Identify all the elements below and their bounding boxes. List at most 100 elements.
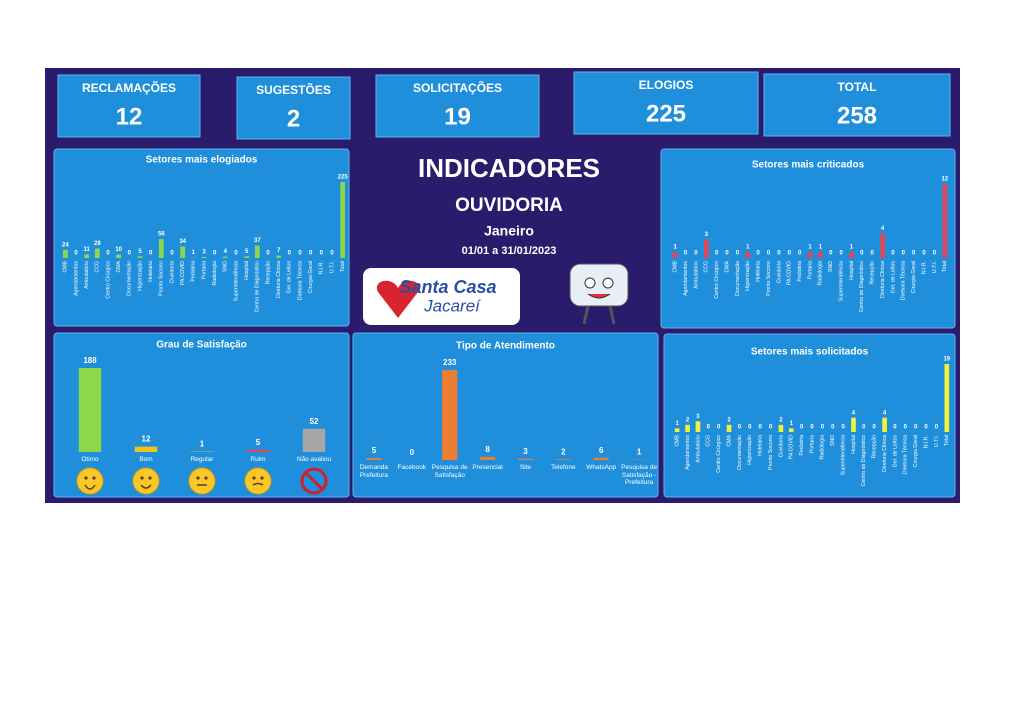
value-label: 4: [852, 410, 856, 416]
value-label: 0: [810, 425, 814, 431]
chart-panel: [663, 333, 956, 498]
category-label: Portaria: [809, 435, 815, 453]
category-label: CCG: [95, 261, 101, 273]
category-label: CCG: [706, 435, 712, 447]
value-label: 10: [115, 247, 122, 253]
chart-panel: [660, 148, 956, 329]
category-label: Site: [519, 464, 532, 471]
value-label: 0: [128, 251, 132, 257]
category-label: WhatsApp: [586, 464, 617, 471]
category-label: Hospital: [849, 261, 855, 280]
chart-title: Tipo de Atendimento: [456, 341, 555, 352]
bar: [78, 368, 102, 452]
bar: [479, 456, 496, 460]
value-label: 0: [862, 425, 866, 431]
value-label: 0: [891, 251, 895, 257]
bar: [94, 248, 100, 258]
category-label: Higienização: [745, 261, 751, 291]
center-month: Janeiro: [484, 223, 534, 239]
value-label: 0: [170, 251, 174, 257]
value-label: 4: [883, 410, 887, 416]
category-label: Higienização: [747, 435, 753, 465]
category-label: Agendamentos: [685, 435, 691, 470]
value-label: 24: [62, 242, 69, 248]
bar: [137, 256, 143, 258]
bar: [366, 458, 382, 460]
kpi-card: [57, 74, 201, 138]
value-label: 1: [192, 250, 196, 256]
value-label: 225: [338, 175, 349, 181]
value-label: 3: [696, 414, 700, 420]
category-label-box: Presencial: [472, 464, 503, 471]
value-label: 0: [904, 425, 908, 431]
bar: [942, 184, 948, 258]
value-label: 0: [715, 251, 719, 257]
mascot: [569, 263, 629, 325]
category-label: Ger. de Leitos: [892, 435, 898, 468]
category-label-box: Regular: [191, 456, 214, 463]
kpi-value: 258: [837, 102, 877, 129]
category-label: Centro Cirúrgico: [714, 261, 720, 299]
bar: [555, 459, 571, 460]
category-label: CMA: [116, 260, 122, 272]
category-label: Pediatria: [191, 261, 197, 282]
category-label: Facebook: [397, 464, 427, 471]
emoji-eye: [148, 476, 152, 480]
category-label: Recepção: [872, 435, 878, 458]
kpi-value: 19: [444, 103, 471, 130]
value-label: 0: [769, 425, 773, 431]
kpi-label: RECLAMAÇÕES: [82, 80, 176, 95]
value-label: 6: [599, 446, 604, 455]
value-label: 2: [727, 417, 731, 423]
category-label: Cirurgia Geral: [913, 435, 919, 467]
value-label: 0: [234, 251, 238, 257]
bar: [882, 417, 887, 432]
category-label: Pediatria: [799, 435, 805, 456]
chart-title: Setores mais criticados: [752, 160, 865, 171]
value-label: 0: [106, 251, 110, 257]
category-label: Diretoria Técnica: [901, 261, 907, 300]
kpi-label: TOTAL: [838, 80, 877, 94]
value-label: 12: [941, 177, 948, 183]
value-label: 5: [138, 249, 142, 255]
value-label: 2: [686, 417, 690, 423]
category-label: Diretoria Clínica: [880, 261, 886, 298]
emoji-eye: [260, 476, 264, 480]
value-label: 0: [798, 251, 802, 257]
category-label: Ger. de Leitos: [287, 261, 293, 294]
no-icon: [300, 467, 328, 495]
bar: [703, 239, 709, 258]
value-label: 0: [831, 425, 835, 431]
value-label: 0: [410, 448, 415, 457]
value-label: 0: [717, 425, 721, 431]
bar: [685, 424, 690, 432]
center-period: 01/01 a 31/01/2023: [462, 245, 557, 257]
value-label: 0: [309, 251, 313, 257]
emoji-eye: [252, 476, 256, 480]
center-subtitle: OUVIDORIA: [455, 195, 563, 216]
category-label: Centro Cirúrgico: [716, 435, 722, 473]
category-label: Hotelaria: [756, 261, 762, 282]
value-label: 0: [756, 251, 760, 257]
category-label: SND: [828, 261, 834, 272]
category-label: Hospital: [244, 261, 250, 280]
value-label: 0: [266, 251, 270, 257]
bar: [222, 256, 228, 258]
kpi-label: SUGESTÕES: [256, 82, 331, 97]
value-label: 5: [256, 438, 261, 447]
bar: [807, 251, 813, 258]
bar: [276, 255, 282, 258]
chart-title: Grau de Satisfação: [156, 340, 247, 351]
bar: [180, 246, 186, 258]
logo-line2: Jacareí: [423, 296, 482, 315]
category-label: Recepção: [265, 261, 271, 284]
bar: [442, 370, 458, 460]
category-label: Pronto Socorro: [768, 435, 774, 470]
category-label: Presencial: [472, 464, 503, 471]
emoji-eye: [204, 476, 208, 480]
value-label: 4: [881, 226, 885, 232]
category-label-box: Facebook: [397, 464, 427, 471]
category-label: Cirurgia Geral: [308, 261, 314, 293]
value-label: 0: [748, 425, 752, 431]
category-label: CMB: [675, 434, 681, 446]
